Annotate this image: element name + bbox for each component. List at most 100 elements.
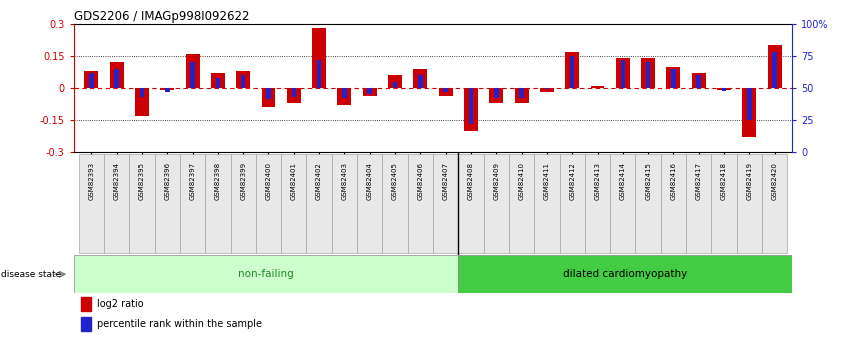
FancyBboxPatch shape [281, 154, 307, 253]
Text: GSM82399: GSM82399 [240, 162, 246, 200]
Bar [363, 88, 377, 97]
Text: log2 ratio: log2 ratio [97, 299, 144, 309]
Bar [262, 88, 275, 107]
Text: GSM82415: GSM82415 [645, 162, 651, 200]
Text: GSM82400: GSM82400 [266, 162, 271, 200]
FancyBboxPatch shape [230, 154, 255, 253]
FancyBboxPatch shape [307, 154, 332, 253]
FancyBboxPatch shape [483, 154, 509, 253]
Bar [747, 88, 752, 120]
FancyBboxPatch shape [79, 154, 104, 253]
Bar [464, 88, 478, 130]
Bar [646, 62, 650, 88]
FancyBboxPatch shape [383, 154, 408, 253]
Bar [520, 88, 524, 98]
Bar [74, 255, 458, 293]
Bar [81, 297, 91, 311]
Text: GSM82393: GSM82393 [88, 162, 94, 200]
Text: GSM82419: GSM82419 [746, 162, 753, 200]
FancyBboxPatch shape [686, 154, 711, 253]
Bar [717, 88, 731, 90]
Bar [185, 54, 199, 88]
FancyBboxPatch shape [155, 154, 180, 253]
FancyBboxPatch shape [661, 154, 686, 253]
Bar [292, 88, 296, 97]
Bar [443, 88, 448, 92]
FancyBboxPatch shape [458, 154, 483, 253]
FancyBboxPatch shape [408, 154, 433, 253]
FancyBboxPatch shape [180, 154, 205, 253]
Bar [570, 56, 574, 88]
Text: dilated cardiomyopathy: dilated cardiomyopathy [563, 269, 688, 279]
FancyBboxPatch shape [762, 154, 787, 253]
Bar [266, 88, 271, 99]
Bar [191, 62, 195, 88]
Text: GSM82418: GSM82418 [721, 162, 727, 200]
Bar [692, 73, 706, 88]
Bar [367, 88, 372, 94]
Text: GSM82403: GSM82403 [341, 162, 347, 200]
Bar [469, 88, 473, 124]
Text: GSM82417: GSM82417 [695, 162, 701, 200]
Text: GSM82407: GSM82407 [443, 162, 449, 200]
FancyBboxPatch shape [129, 154, 155, 253]
Text: GSM82410: GSM82410 [519, 162, 525, 200]
FancyBboxPatch shape [559, 154, 585, 253]
Bar [616, 58, 630, 88]
Bar [540, 88, 554, 92]
Bar [565, 52, 579, 88]
Bar [89, 73, 94, 88]
Text: GSM82416: GSM82416 [670, 162, 676, 200]
Bar [621, 60, 625, 88]
FancyBboxPatch shape [711, 154, 737, 253]
Text: GSM82406: GSM82406 [417, 162, 423, 200]
Bar [667, 67, 681, 88]
Bar [591, 86, 604, 88]
Text: GSM82420: GSM82420 [772, 162, 778, 200]
Bar [494, 88, 499, 98]
Bar [338, 88, 352, 105]
Bar [139, 88, 145, 97]
Bar [742, 88, 756, 137]
Bar [110, 62, 124, 88]
Bar [114, 69, 119, 88]
Bar [165, 88, 170, 92]
Text: GSM82408: GSM82408 [468, 162, 474, 200]
FancyBboxPatch shape [737, 154, 762, 253]
FancyBboxPatch shape [104, 154, 129, 253]
Text: GSM82402: GSM82402 [316, 162, 322, 200]
Bar [458, 255, 792, 293]
Bar [312, 28, 326, 88]
Bar [393, 81, 397, 88]
Text: GSM82414: GSM82414 [620, 162, 626, 200]
Text: GSM82405: GSM82405 [392, 162, 398, 200]
Bar [342, 88, 346, 98]
Bar [545, 88, 549, 89]
Bar [671, 69, 675, 88]
FancyBboxPatch shape [611, 154, 636, 253]
FancyBboxPatch shape [433, 154, 458, 253]
Bar [84, 71, 98, 88]
FancyBboxPatch shape [585, 154, 611, 253]
Bar [696, 75, 701, 88]
Text: GSM82404: GSM82404 [366, 162, 372, 200]
Bar [514, 88, 528, 103]
Text: GSM82411: GSM82411 [544, 162, 550, 200]
Text: GSM82412: GSM82412 [569, 162, 575, 200]
Text: non-failing: non-failing [238, 269, 294, 279]
Text: percentile rank within the sample: percentile rank within the sample [97, 319, 262, 329]
FancyBboxPatch shape [205, 154, 230, 253]
Bar [418, 75, 423, 88]
Bar [236, 71, 250, 88]
FancyBboxPatch shape [332, 154, 357, 253]
Text: GSM82413: GSM82413 [595, 162, 600, 200]
Bar [439, 88, 453, 97]
Bar [211, 73, 225, 88]
Text: GSM82395: GSM82395 [139, 162, 145, 200]
Text: GDS2206 / IMAGp998I092622: GDS2206 / IMAGp998I092622 [74, 10, 249, 23]
Bar [81, 317, 91, 331]
Bar [135, 88, 149, 116]
Bar [216, 78, 220, 88]
FancyBboxPatch shape [636, 154, 661, 253]
FancyBboxPatch shape [255, 154, 281, 253]
